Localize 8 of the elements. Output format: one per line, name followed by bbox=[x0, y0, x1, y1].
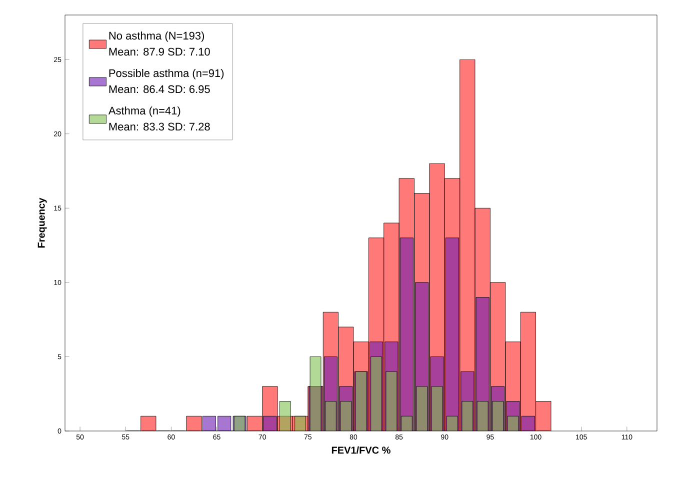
x-axis-title: FEV1/FVC % bbox=[332, 446, 390, 454]
legend-label: Possible asthma (n=91) bbox=[109, 69, 224, 80]
annotation: Mean: 83.3 SD: 7.28 bbox=[109, 122, 210, 131]
annotation: Mean: 87.9 SD: 7.10 bbox=[109, 48, 210, 56]
y-axis-title: Frequency bbox=[38, 198, 47, 248]
legend-label: No asthma (N=193) bbox=[109, 32, 204, 42]
legend-label: Asthma (n=41) bbox=[108, 106, 180, 117]
annotation: Mean: 86.4 SD: 6.95 bbox=[109, 85, 210, 94]
